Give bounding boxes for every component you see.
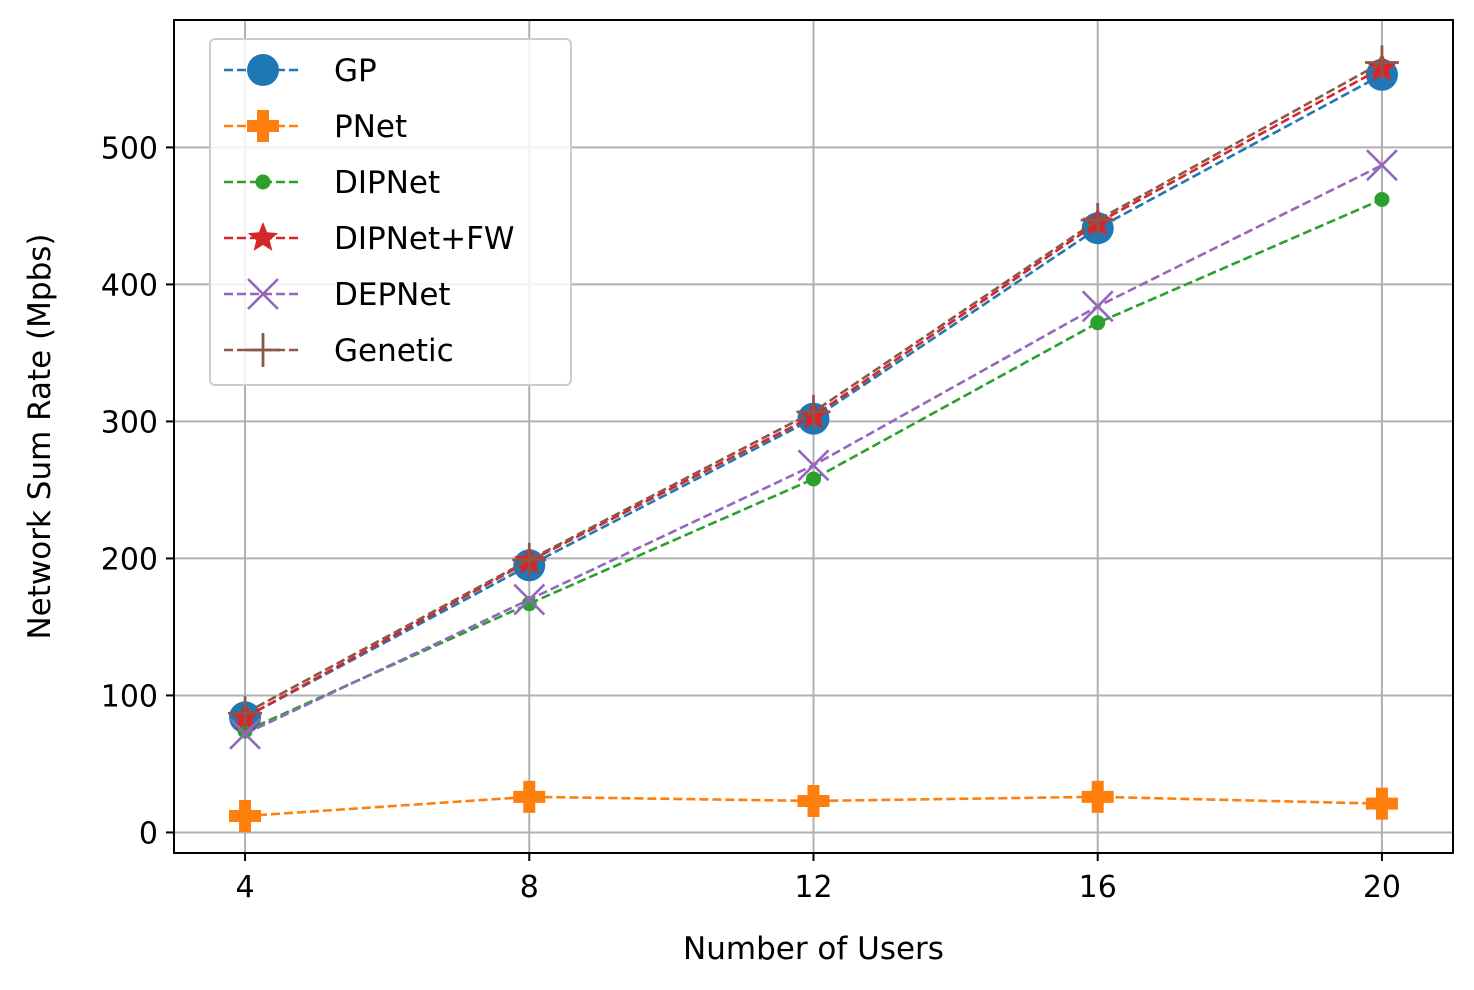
x-stroke xyxy=(1081,290,1114,323)
y-tick-label: 100 xyxy=(101,679,158,714)
legend-label: DIPNet xyxy=(334,165,440,201)
legend-item: DIPNet xyxy=(224,165,440,201)
data-point xyxy=(1090,315,1106,331)
data-point xyxy=(247,222,279,251)
y-tick-label: 500 xyxy=(101,131,158,166)
data-point xyxy=(1081,290,1114,323)
y-tick-label: 0 xyxy=(139,816,158,851)
legend-frame xyxy=(209,38,572,386)
legend-item: Genetic xyxy=(224,333,454,369)
series-depnet xyxy=(229,149,1398,750)
legend-label: DEPNet xyxy=(334,277,451,313)
legend-label: GP xyxy=(334,53,377,89)
data-point xyxy=(228,696,263,731)
data-point xyxy=(1365,787,1398,820)
data-point xyxy=(1081,780,1114,813)
data-point xyxy=(247,110,279,142)
data-point xyxy=(797,784,830,817)
legend-label: DIPNet+FW xyxy=(334,221,515,257)
series-pnet xyxy=(229,780,1398,833)
legend-item: PNet xyxy=(224,109,407,145)
x-stroke xyxy=(247,278,279,310)
legend-item: DEPNet xyxy=(224,277,451,313)
data-point xyxy=(229,800,262,833)
x-axis-label: Number of Users xyxy=(683,931,944,967)
x-tick-label: 4 xyxy=(236,870,255,905)
x-stroke xyxy=(1366,149,1398,182)
x-tick-label: 20 xyxy=(1363,870,1401,905)
data-point xyxy=(247,278,279,310)
data-point xyxy=(1366,149,1398,182)
data-point xyxy=(237,723,253,739)
x-stroke xyxy=(229,717,261,750)
data-point xyxy=(513,780,546,813)
x-tick-label: 12 xyxy=(794,870,832,905)
data-point xyxy=(806,471,821,487)
y-tick-label: 300 xyxy=(101,405,158,440)
series-dipnet xyxy=(237,191,1390,739)
data-point xyxy=(1364,45,1399,80)
legend-label: PNet xyxy=(334,109,407,145)
data-point xyxy=(513,583,546,616)
x-tick-label: 8 xyxy=(520,870,539,905)
legend-item: DIPNet+FW xyxy=(224,221,515,257)
data-point xyxy=(1080,203,1115,238)
x-stroke xyxy=(513,583,546,616)
y-tick-label: 400 xyxy=(101,268,158,303)
legend-label: Genetic xyxy=(334,333,454,369)
series-line xyxy=(244,795,1382,818)
y-tick-label: 200 xyxy=(101,542,158,577)
series-genetic xyxy=(228,45,1399,731)
x-stroke xyxy=(797,449,830,482)
data-point xyxy=(796,394,831,429)
data-point xyxy=(512,542,547,577)
data-point xyxy=(1374,191,1390,207)
x-tick-label: 16 xyxy=(1079,870,1117,905)
data-point xyxy=(521,596,537,612)
data-point xyxy=(255,174,271,190)
legend: GP PNet DIPNet DIPNet+FW DEPNet Genetic xyxy=(209,38,572,386)
data-point xyxy=(247,54,279,86)
data-point xyxy=(797,449,830,482)
legend-item: GP xyxy=(224,53,377,89)
y-axis-label: Network Sum Rate (Mpbs) xyxy=(22,233,58,639)
series-group xyxy=(228,45,1399,833)
data-point xyxy=(246,333,280,367)
data-point xyxy=(229,717,261,750)
